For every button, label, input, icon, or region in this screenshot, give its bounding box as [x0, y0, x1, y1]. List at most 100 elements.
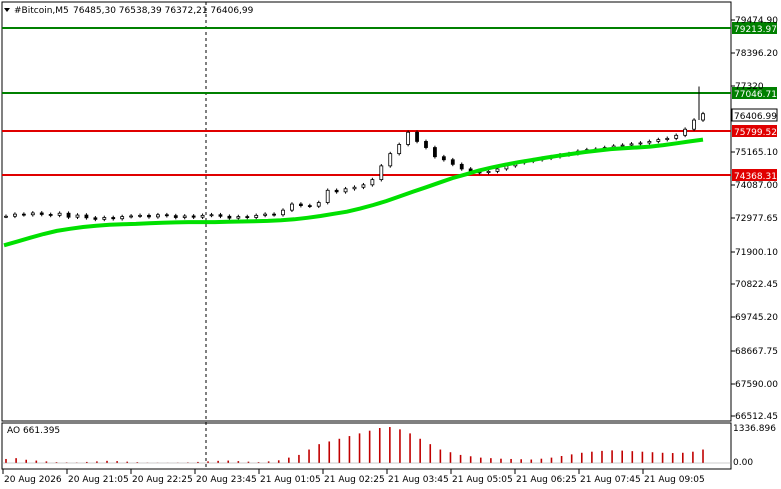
time-tick-label: 21 Aug 01:05: [260, 475, 321, 485]
level-label: 74368.31: [734, 172, 777, 182]
price-tick-label: 74087.00: [735, 181, 778, 191]
price-tick-label: 79474.90: [735, 16, 778, 26]
candle-body: [647, 141, 652, 144]
ao-histogram: [2, 427, 731, 464]
chart-ohlc: 76485,30 76538,39 76372,21 76406,99: [73, 6, 254, 16]
candle-body: [692, 119, 696, 130]
candle-body: [272, 213, 276, 216]
candle-body: [200, 214, 205, 218]
price-tick-label: 78396.20: [735, 49, 778, 59]
candle-body: [495, 168, 500, 172]
candle-body: [21, 213, 26, 216]
candle-body: [352, 186, 357, 190]
candle-body: [334, 189, 339, 193]
candle-body: [93, 217, 98, 220]
time-tick-label: 21 Aug 05:05: [452, 475, 513, 485]
candle-body: [433, 147, 437, 158]
dropdown-arrow-icon[interactable]: [4, 8, 10, 12]
candle-body: [441, 156, 446, 161]
candle-body: [57, 212, 62, 216]
price-candles: [4, 86, 705, 222]
candle-body: [245, 216, 250, 218]
candle-body: [75, 214, 80, 218]
level-badge: [732, 87, 777, 99]
price-tick-label: 71900.10: [735, 248, 778, 258]
candle-body: [638, 142, 643, 145]
price-tick-label: 77320: [735, 82, 764, 92]
candle-body: [683, 128, 688, 136]
candle-body: [209, 214, 214, 217]
candle-body: [156, 214, 160, 218]
current-price-badge: [731, 108, 778, 122]
candle-body: [450, 159, 455, 165]
candle-body: [459, 163, 464, 170]
candle-body: [674, 134, 679, 139]
level-label: 79213.97: [734, 25, 777, 35]
time-tick-label: 20 Aug 21:05: [68, 475, 129, 485]
candle-body: [164, 214, 169, 217]
price-tick-label: 68667.75: [735, 347, 778, 357]
time-tick-label: 21 Aug 09:05: [644, 475, 705, 485]
candle-body: [307, 205, 312, 207]
candle-body: [129, 215, 134, 218]
price-tick-label: 70822.45: [735, 280, 778, 290]
time-tick-label: 20 Aug 22:25: [132, 475, 193, 485]
ao-scale-top: 1336.896: [733, 424, 776, 434]
candle-body: [415, 131, 419, 142]
level-label: 75799.52: [734, 128, 777, 138]
level-label: 77046.71: [734, 90, 777, 100]
candle-body: [325, 189, 330, 203]
ao-scale-zero: 0.00: [733, 458, 753, 468]
time-tick-label: 21 Aug 03:45: [388, 475, 449, 485]
candle-body: [281, 209, 285, 216]
candle-body: [486, 170, 491, 173]
candle-body: [4, 215, 8, 218]
candle-body: [138, 214, 142, 217]
candle-body: [343, 188, 348, 193]
candle-body: [120, 216, 125, 220]
candle-body: [84, 214, 89, 219]
candle-body: [298, 203, 303, 206]
price-tick-label: 72977.65: [735, 214, 778, 224]
main-chart-frame: [1, 1, 732, 422]
candle-body: [370, 179, 375, 186]
candle-body: [111, 217, 116, 220]
level-badge: [732, 22, 777, 34]
level-lines: 79213.97 77046.71 75799.52 74368.31 76406.99: [2, 22, 778, 182]
candle-body: [701, 113, 705, 121]
moving-average-line: [3, 137, 704, 248]
candle-body: [361, 184, 366, 188]
candle-body: [236, 216, 241, 219]
candle-body: [191, 215, 196, 218]
candle-body: [218, 214, 223, 217]
candle-body: [379, 165, 384, 181]
candle-body: [656, 139, 661, 142]
level-badge: [732, 125, 777, 137]
candle-body: [227, 215, 232, 219]
price-tick-label: 75165.10: [735, 148, 778, 158]
candle-body: [629, 143, 634, 146]
candle-body: [39, 212, 44, 215]
candle-body: [388, 153, 393, 167]
candle-body: [13, 213, 17, 217]
candle-body: [406, 131, 411, 145]
candle-body: [102, 217, 107, 220]
candle-body: [147, 214, 151, 218]
time-tick-label: 20 Aug 2026: [4, 475, 62, 485]
candle-body: [665, 137, 670, 140]
candle-body: [424, 141, 428, 148]
time-tick-label: 21 Aug 07:45: [580, 475, 641, 485]
current-price-label: 76406.99: [734, 112, 777, 122]
price-tick-label: 69745.20: [735, 313, 778, 323]
candle-body: [263, 213, 268, 216]
candle-body: [397, 144, 402, 155]
chart-symbol: #Bitcoin,M5: [14, 6, 69, 16]
candle-body: [66, 212, 71, 218]
time-axis: 20 Aug 2026 20 Aug 21:05 20 Aug 22:25 20 Au…: [2, 469, 705, 485]
price-axis: 79474.90 78396.20 77320 75165.10 74087.00 729…: [731, 16, 778, 422]
candle-body: [254, 214, 259, 218]
candle-body: [182, 215, 187, 218]
candle-body: [30, 212, 35, 216]
time-tick-label: 20 Aug 23:45: [196, 475, 257, 485]
